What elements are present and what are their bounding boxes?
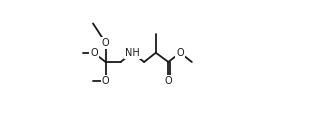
- Text: O: O: [164, 76, 172, 86]
- Text: O: O: [176, 48, 184, 58]
- Text: NH: NH: [125, 48, 140, 58]
- Text: O: O: [102, 38, 109, 48]
- Text: O: O: [102, 76, 109, 86]
- Text: O: O: [90, 48, 98, 58]
